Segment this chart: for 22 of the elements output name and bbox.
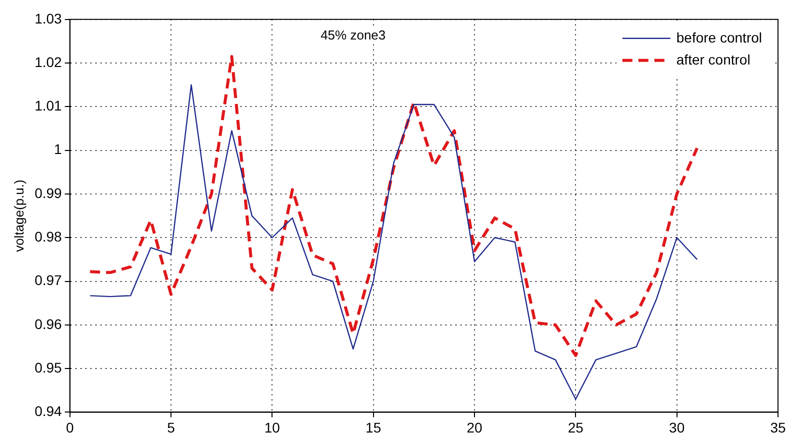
y-tick-label: 0.96	[34, 316, 62, 332]
x-tick-label: 0	[66, 419, 74, 436]
y-tick-label: 0.99	[34, 184, 62, 201]
y-axis-title: voltage(p.u.)	[11, 180, 26, 252]
annotation: 45% zone3	[320, 27, 386, 42]
y-tick-label: 0.97	[34, 272, 62, 288]
y-tick-label: 1.03	[34, 10, 62, 26]
y-tick-label: 0.94	[34, 403, 62, 420]
x-tick-label: 15	[366, 419, 382, 436]
y-tick-label: 0.95	[34, 359, 62, 376]
y-tick-label: 1.01	[34, 98, 62, 114]
x-tick-label: 10	[264, 419, 280, 436]
x-tick-label: 30	[669, 419, 685, 436]
x-tick-label: 5	[167, 419, 176, 436]
x-tick-label: 35	[770, 419, 786, 436]
x-tick-label: 20	[466, 419, 483, 436]
y-tick-label: 0.98	[34, 228, 62, 244]
legend-label: after control	[676, 51, 750, 68]
legend-label: before control	[676, 29, 762, 46]
y-tick-label: 1	[54, 141, 62, 158]
y-tick-label: 1.02	[34, 54, 62, 70]
x-tick-label: 25	[568, 419, 584, 436]
